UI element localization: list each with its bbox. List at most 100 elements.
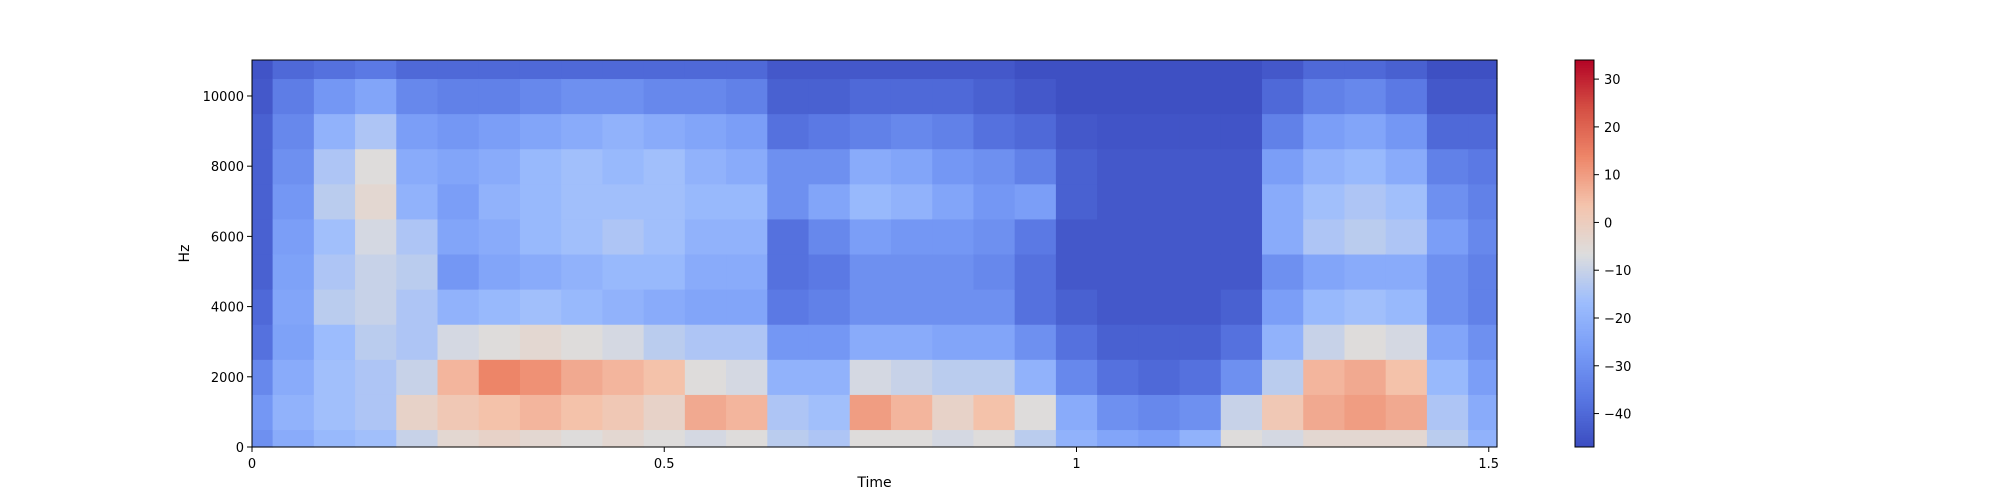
spectrogram-cell <box>478 253 521 290</box>
spectrogram-cell <box>890 148 933 185</box>
spectrogram-cell <box>1055 253 1098 290</box>
spectrogram-cell <box>1262 359 1304 395</box>
spectrogram-cell <box>1468 289 1498 325</box>
spectrogram-cell <box>272 324 315 360</box>
spectrogram-cell <box>1468 253 1498 290</box>
spectrogram-cell <box>1220 253 1263 290</box>
spectrogram-cell <box>643 394 686 431</box>
colorbar-segment <box>1575 151 1594 155</box>
spectrogram-cell <box>1097 78 1139 115</box>
colorbar-segment <box>1575 115 1594 119</box>
spectrogram-cell <box>1179 253 1222 290</box>
spectrogram-cell <box>1179 394 1222 431</box>
colorbar-segment <box>1575 164 1594 167</box>
spectrogram-cell <box>1179 324 1222 360</box>
spectrogram-cell <box>932 429 975 448</box>
spectrogram-cell <box>973 253 1016 290</box>
spectrogram-cell <box>849 183 892 220</box>
spectrogram-cell <box>1468 218 1498 255</box>
spectrogram-cell <box>849 359 892 395</box>
spectrogram-cell <box>561 183 604 220</box>
spectrogram-cell <box>1344 78 1387 115</box>
spectrogram-cell <box>1426 324 1469 360</box>
colorbar-segment <box>1575 105 1594 109</box>
colorbar-segment <box>1575 347 1594 351</box>
colorbar-segment <box>1575 67 1594 71</box>
y-axis: 0 2000 4000 6000 8000 10000 <box>203 90 252 456</box>
spectrogram-cell <box>519 113 562 150</box>
colorbar-segment <box>1575 246 1594 250</box>
colorbar-segment <box>1575 243 1594 247</box>
spectrogram-cell <box>1138 148 1181 185</box>
spectrogram-cell <box>561 60 604 80</box>
colorbar-segment <box>1575 236 1594 240</box>
spectrogram-cell <box>272 289 315 325</box>
spectrogram-cell <box>643 148 686 185</box>
spectrogram-cell <box>396 148 439 185</box>
spectrogram-cell <box>932 394 975 431</box>
colorbar-segment <box>1575 357 1594 361</box>
spectrogram-cell <box>1014 429 1057 448</box>
spectrogram-cell <box>849 148 892 185</box>
y-axis-label: Hz <box>177 245 193 263</box>
spectrogram-cell <box>437 218 480 255</box>
spectrogram-cell <box>726 429 768 448</box>
spectrogram-cell <box>1179 148 1222 185</box>
colorbar-segment <box>1575 333 1594 337</box>
spectrogram-cell <box>1468 78 1498 115</box>
spectrogram-cell <box>808 289 851 325</box>
spectrogram-cell <box>252 183 274 220</box>
spectrogram-cell <box>1014 148 1057 185</box>
spectrogram-cell <box>726 289 768 325</box>
spectrogram-cell <box>808 359 851 395</box>
spectrogram-cell <box>726 394 768 431</box>
spectrogram-cell <box>1468 148 1498 185</box>
spectrogram-cell <box>1262 289 1304 325</box>
spectrogram-cell <box>355 183 397 220</box>
colorbar-segment <box>1575 251 1594 254</box>
spectrogram-cell <box>1303 60 1346 80</box>
colorbar-segment <box>1575 72 1594 76</box>
spectrogram-cell <box>313 78 356 115</box>
colorbar-segment <box>1575 376 1594 380</box>
spectrogram-cell <box>1426 148 1469 185</box>
colorbar-segment <box>1575 306 1594 310</box>
spectrogram-cell <box>519 253 562 290</box>
y-tick-label: 6000 <box>211 230 244 245</box>
spectrogram-cell <box>437 324 480 360</box>
spectrogram-cell <box>767 253 810 290</box>
spectrogram-cell <box>1097 60 1139 80</box>
spectrogram-cell <box>1055 148 1098 185</box>
spectrogram-cell <box>684 394 727 431</box>
colorbar-segment <box>1575 238 1594 242</box>
spectrogram-cell <box>808 183 851 220</box>
spectrogram-cell <box>849 253 892 290</box>
spectrogram-cell <box>849 60 892 80</box>
colorbar-segment <box>1575 430 1594 433</box>
colorbar-segment <box>1575 275 1594 279</box>
spectrogram-cell <box>643 78 686 115</box>
colorbar-tick-label: −10 <box>1604 264 1631 279</box>
spectrogram-cell <box>602 289 645 325</box>
spectrogram-cell <box>1385 359 1428 395</box>
spectrogram-cell <box>561 218 604 255</box>
spectrogram-cell <box>1097 429 1139 448</box>
colorbar-tick-label: −20 <box>1604 312 1631 327</box>
spectrogram-cell <box>973 60 1016 80</box>
spectrogram-cell <box>1344 60 1387 80</box>
spectrogram-cell <box>561 289 604 325</box>
spectrogram-cell <box>1220 183 1263 220</box>
colorbar-segment <box>1575 335 1594 339</box>
spectrogram-cell <box>355 253 397 290</box>
spectrogram-cell <box>1097 183 1139 220</box>
colorbar-segment <box>1575 287 1594 291</box>
spectrogram-cell <box>478 113 521 150</box>
spectrogram-cell <box>437 359 480 395</box>
spectrogram-cell <box>1385 324 1428 360</box>
spectrogram-cell <box>478 148 521 185</box>
spectrogram-cell <box>355 359 397 395</box>
colorbar-segment <box>1575 103 1594 107</box>
spectrogram-cell <box>1055 78 1098 115</box>
spectrogram-cell <box>1014 253 1057 290</box>
spectrogram-cell <box>849 429 892 448</box>
